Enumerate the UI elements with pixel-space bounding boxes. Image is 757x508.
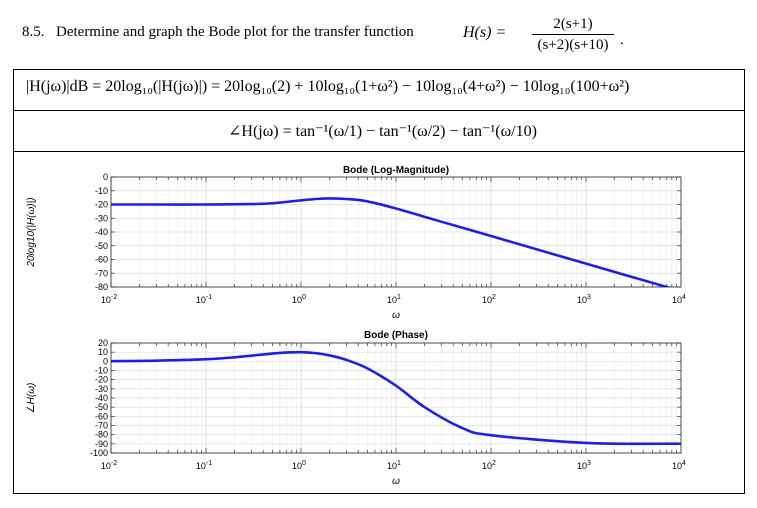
transfer-function-denominator: (s+2)(s+10) <box>537 37 609 53</box>
x-tick-label: 102 <box>482 294 496 305</box>
series-line <box>111 350 681 446</box>
y-tick-label: 0 <box>103 356 108 366</box>
problem-number: 8.5. <box>22 24 45 40</box>
y-tick-label: -20 <box>95 375 108 385</box>
x-axis-label: ω <box>392 310 400 321</box>
x-tick-label: 100 <box>292 294 306 305</box>
period: . <box>620 32 624 48</box>
x-tick-label: 101 <box>387 294 401 305</box>
x-tick-label: 103 <box>577 294 591 305</box>
transfer-function-fraction: 2(s+1) (s+2)(s+10) <box>530 14 616 55</box>
y-tick-label: 0 <box>103 172 108 182</box>
y-tick-label: -60 <box>95 411 108 421</box>
y-tick-label: -80 <box>95 282 108 292</box>
y-tick-label: -90 <box>95 439 108 449</box>
x-tick-label: 10-1 <box>196 294 212 305</box>
solution-box: |H(jω)|dB = 20log₁₀(|H(jω)|) = 20log₁₀(2… <box>13 69 745 494</box>
y-tick-label: -100 <box>90 448 108 458</box>
y-tick-label: -50 <box>95 241 108 251</box>
y-axis-label: 20log10(|H(ω)|) <box>26 197 37 267</box>
y-tick-label: -80 <box>95 430 108 440</box>
x-tick-label: 10-2 <box>101 294 117 305</box>
y-tick-label: -30 <box>95 384 108 394</box>
phase-equation: ∠H(jω) = tan⁻¹(ω/1) − tan⁻¹(ω/2) − tan⁻¹… <box>228 123 537 140</box>
transfer-function-numerator: 2(s+1) <box>553 16 593 32</box>
x-axis-label: ω <box>392 476 400 487</box>
y-tick-label: -10 <box>95 366 108 376</box>
x-tick-label: 101 <box>387 460 401 471</box>
y-tick-label: -50 <box>95 402 108 412</box>
x-tick-label: 103 <box>577 460 591 471</box>
y-tick-label: -40 <box>95 393 108 403</box>
x-tick-label: 10-2 <box>101 460 117 471</box>
magnitude-equation: |H(jω)|dB = 20log₁₀(|H(jω)|) = 20log₁₀(2… <box>26 78 630 95</box>
problem-text: Determine and graph the Bode plot for th… <box>56 24 414 40</box>
y-tick-label: -20 <box>95 200 108 210</box>
y-tick-label: -70 <box>95 268 108 278</box>
x-tick-label: 104 <box>672 294 686 305</box>
plot-frame <box>110 342 682 454</box>
plot-title: Bode (Log-Magnitude) <box>343 165 449 176</box>
series-line <box>111 197 672 287</box>
y-tick-label: -70 <box>95 421 108 431</box>
phase-equation-row: ∠H(jω) = tan⁻¹(ω/1) − tan⁻¹(ω/2) − tan⁻¹… <box>14 111 744 152</box>
fraction-bar <box>532 34 614 35</box>
problem-statement: 8.5. Determine and graph the Bode plot f… <box>22 14 742 54</box>
y-tick-label: 20 <box>98 338 108 348</box>
y-tick-label: -60 <box>95 255 108 265</box>
x-tick-label: 104 <box>672 460 686 471</box>
y-tick-label: -10 <box>95 186 108 196</box>
plot-frame <box>110 176 682 288</box>
x-tick-label: 10-1 <box>196 460 212 471</box>
magnitude-equation-row: |H(jω)|dB = 20log₁₀(|H(jω)|) = 20log₁₀(2… <box>14 70 744 111</box>
y-axis-label: ∠H(ω) <box>26 383 37 414</box>
transfer-function-lhs: H(s) = <box>463 24 507 41</box>
y-tick-label: -40 <box>95 227 108 237</box>
plot-title: Bode (Phase) <box>364 330 428 341</box>
y-tick-label: 10 <box>98 347 108 357</box>
x-tick-label: 102 <box>482 460 496 471</box>
y-tick-label: -30 <box>95 213 108 223</box>
x-tick-label: 100 <box>292 460 306 471</box>
